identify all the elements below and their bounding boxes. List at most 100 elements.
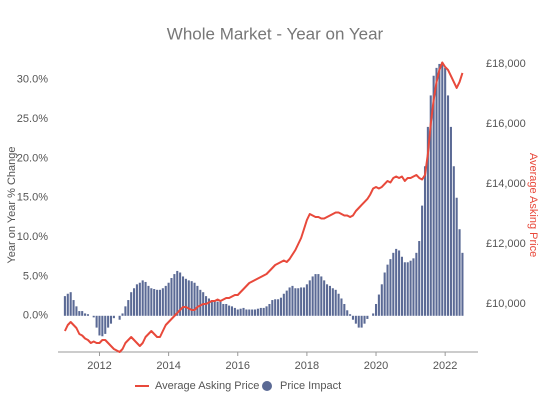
bar	[167, 282, 170, 316]
bar	[340, 298, 343, 316]
bar	[389, 259, 392, 316]
bar	[435, 67, 438, 316]
bar	[78, 311, 81, 316]
bar	[441, 62, 444, 316]
bar	[63, 296, 66, 316]
bar	[291, 285, 294, 316]
bar	[156, 289, 159, 316]
bar	[242, 307, 245, 316]
bar	[458, 229, 461, 316]
bar	[438, 63, 441, 316]
bar	[323, 280, 326, 316]
bar	[351, 315, 355, 320]
bar	[130, 292, 133, 316]
bar	[432, 75, 435, 316]
bar	[305, 284, 308, 316]
bar	[317, 274, 320, 316]
bar	[449, 126, 452, 316]
bar	[415, 252, 418, 316]
bar	[265, 306, 268, 316]
bar	[455, 197, 458, 316]
bar	[213, 300, 216, 316]
bar	[426, 126, 429, 316]
bar	[205, 296, 208, 316]
bar	[337, 293, 340, 316]
bar	[392, 252, 395, 316]
bar	[386, 264, 389, 316]
y2-axis-title: Average Asking Price	[527, 153, 539, 257]
bar	[409, 260, 412, 316]
bar	[395, 248, 398, 316]
bar	[297, 288, 300, 316]
bar	[277, 299, 280, 316]
bar	[282, 293, 285, 316]
bar	[153, 289, 156, 316]
bar	[135, 284, 138, 316]
x-tick-label: 2014	[156, 360, 180, 372]
bar	[302, 287, 306, 316]
bar	[259, 307, 262, 316]
bar	[461, 252, 464, 316]
bar	[101, 315, 104, 337]
bar	[421, 205, 424, 316]
bar	[308, 280, 311, 316]
bar	[225, 303, 228, 316]
bar	[150, 288, 153, 316]
bar	[196, 285, 199, 316]
x-tick-label: 2018	[295, 360, 319, 372]
bar	[228, 305, 231, 316]
bar	[256, 308, 259, 316]
bar	[66, 293, 69, 316]
bar	[300, 287, 303, 316]
bar	[92, 315, 95, 318]
bar	[210, 300, 213, 316]
bar	[429, 95, 432, 316]
bar	[164, 285, 167, 316]
bar	[219, 301, 222, 316]
bar	[254, 309, 257, 316]
x-tick-label: 2012	[87, 360, 111, 372]
bar	[357, 315, 360, 328]
bar	[374, 303, 378, 316]
line	[64, 61, 464, 353]
bar	[331, 288, 334, 316]
bar	[138, 282, 141, 316]
bar	[199, 289, 202, 316]
bar	[144, 281, 147, 316]
y-tick-label: 5.0%	[23, 270, 48, 282]
bar	[349, 314, 352, 316]
bar	[326, 284, 329, 316]
y-tick-label: 30.0%	[17, 74, 48, 86]
bar	[311, 276, 314, 316]
bar	[248, 309, 251, 316]
legend-swatch	[262, 381, 272, 391]
bar	[279, 297, 282, 316]
y2-tick-label: £14,000	[486, 178, 526, 190]
bar	[239, 308, 242, 316]
y-tick-label: 10.0%	[17, 231, 48, 243]
bar	[84, 313, 87, 316]
bar	[72, 300, 75, 316]
bar	[187, 280, 190, 316]
bar	[95, 315, 98, 328]
bar	[444, 67, 447, 316]
bar	[446, 95, 450, 316]
bar	[366, 315, 369, 319]
bar	[230, 306, 234, 316]
bar	[354, 315, 357, 324]
y-tick-label: 20.0%	[17, 152, 48, 164]
y2-tick-label: £18,000	[486, 58, 526, 70]
bar	[406, 262, 409, 316]
bar	[360, 315, 363, 328]
bar	[294, 288, 297, 316]
bar	[377, 294, 380, 316]
y2-tick-label: £10,000	[486, 298, 526, 310]
bar	[133, 288, 136, 316]
bar	[314, 274, 317, 316]
chart-title: Whole Market - Year on Year	[167, 24, 384, 43]
bar	[176, 270, 179, 316]
bar	[127, 300, 130, 316]
bar	[112, 315, 115, 319]
bar	[124, 306, 127, 316]
